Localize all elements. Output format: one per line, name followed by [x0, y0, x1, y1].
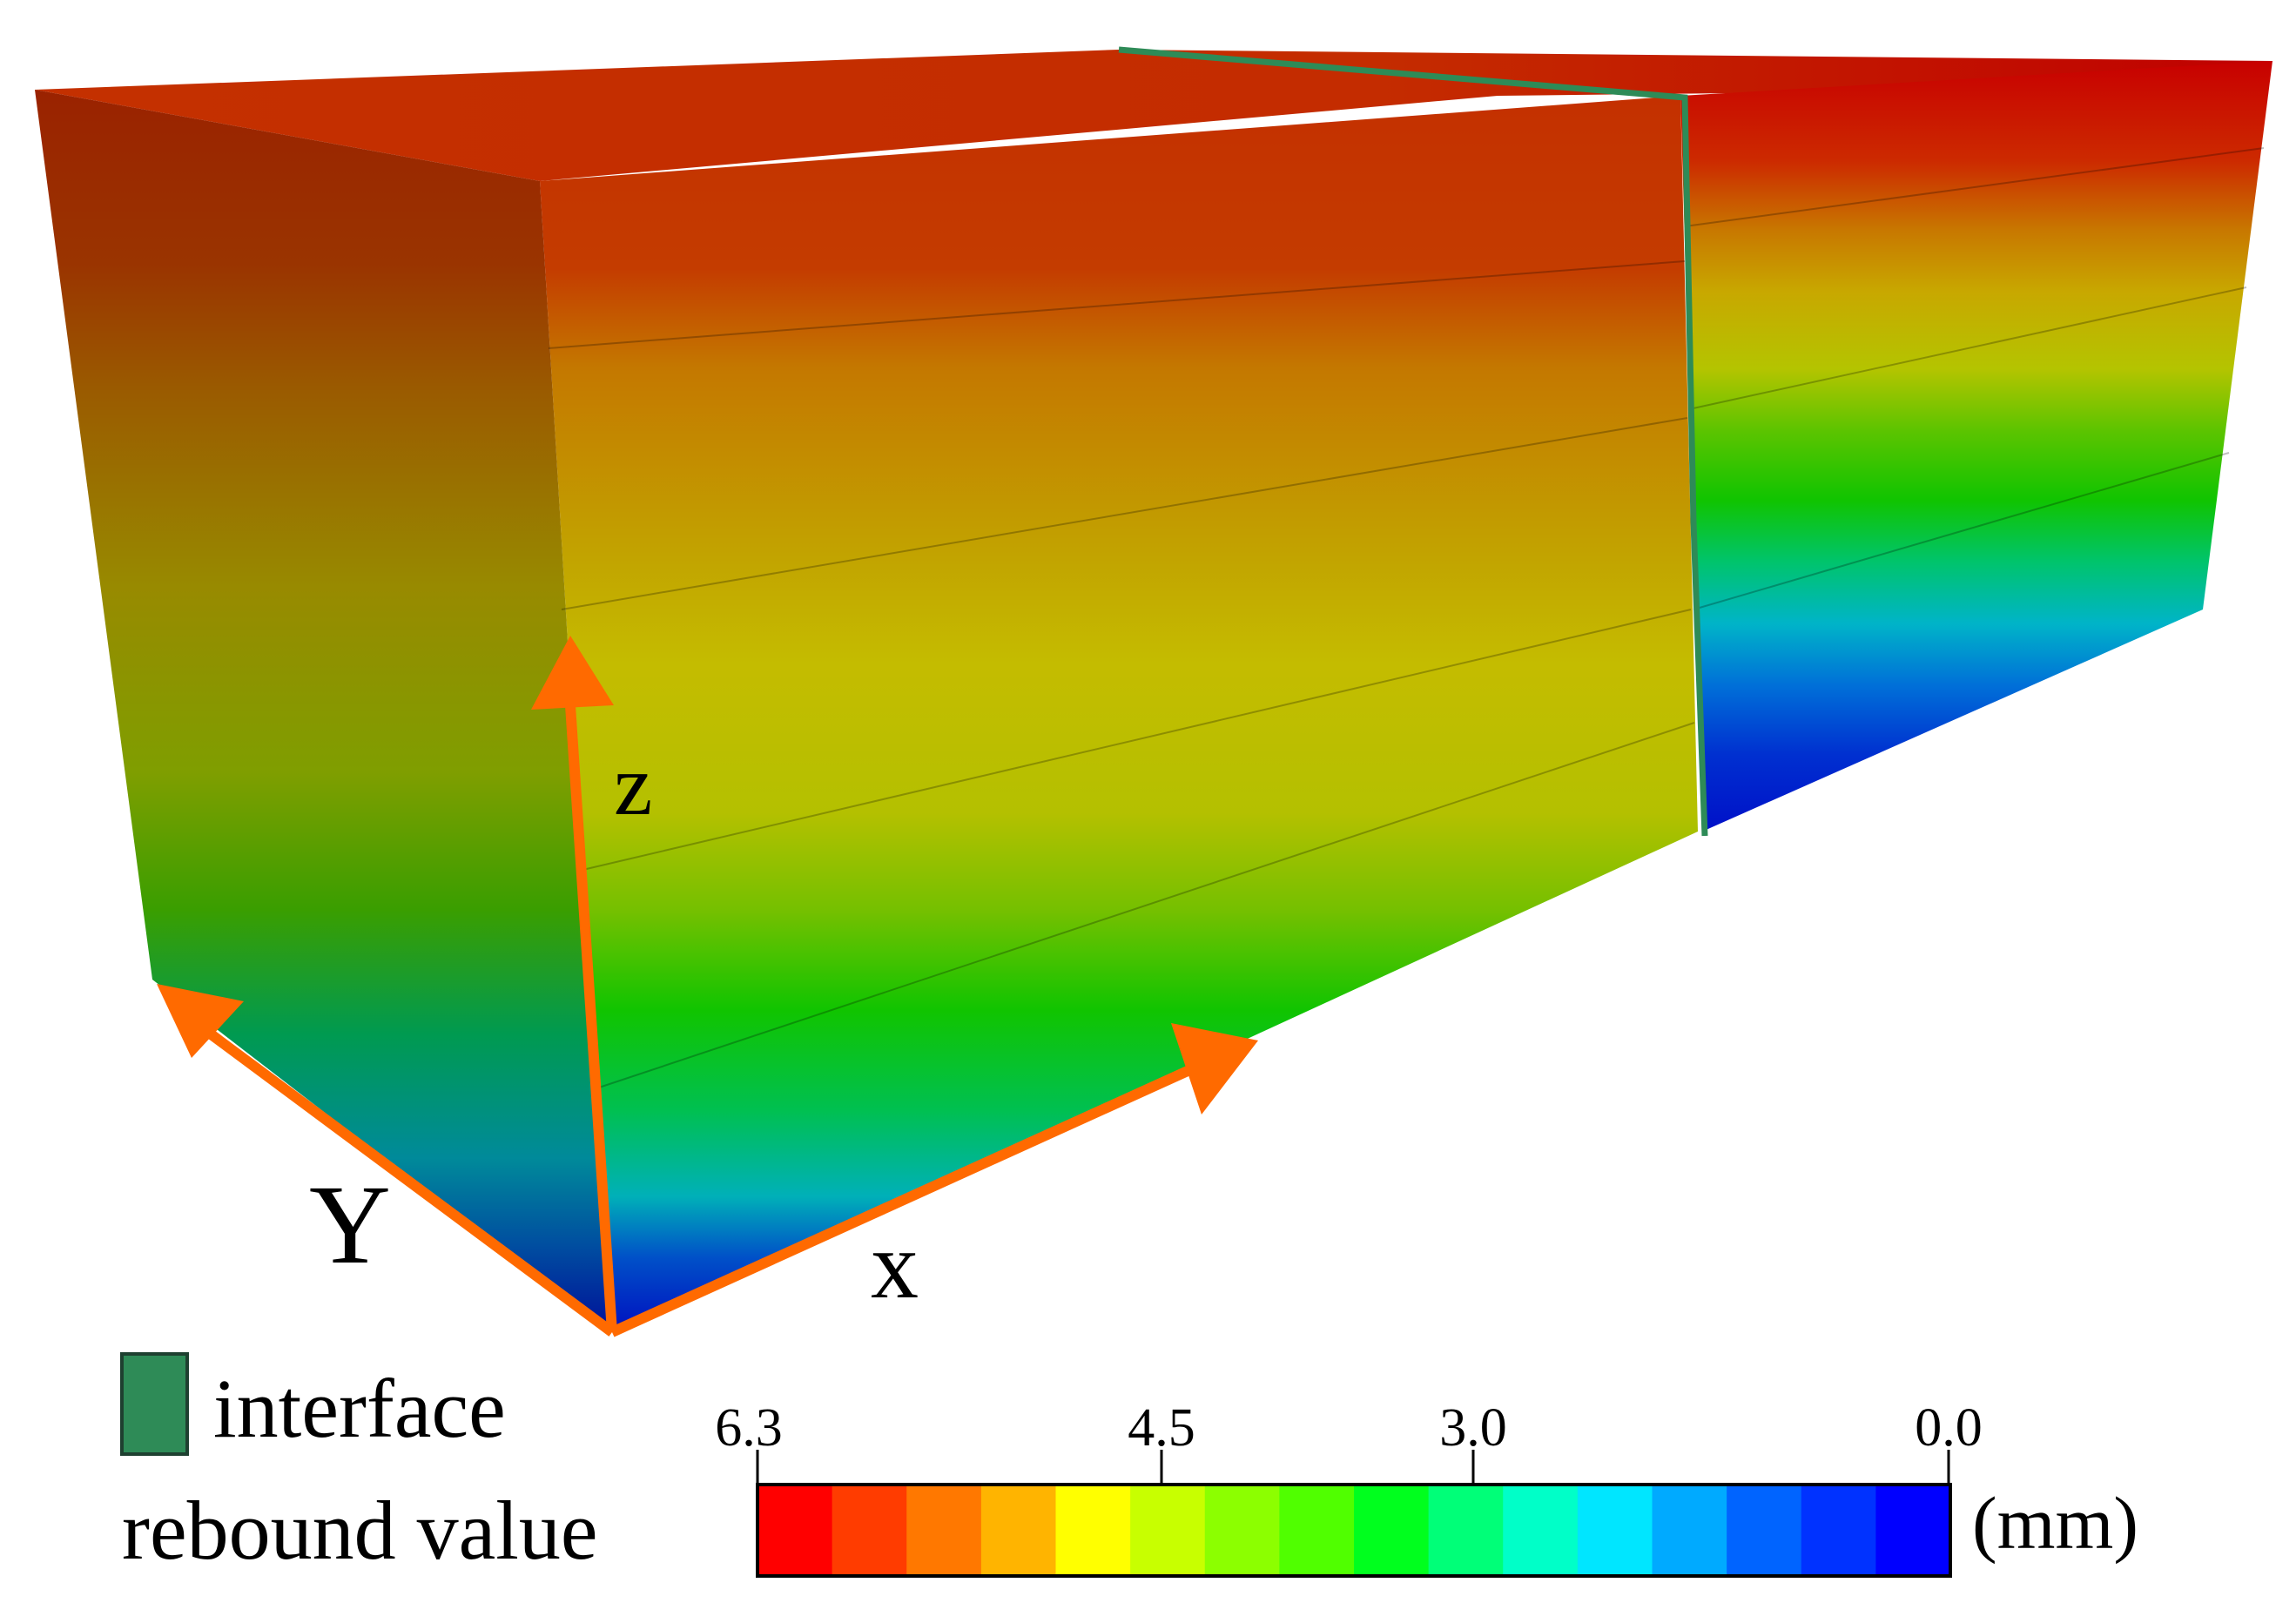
colorbar-segment	[1354, 1485, 1430, 1576]
y-axis-label: Y	[309, 1162, 391, 1288]
colorbar-segment	[906, 1485, 982, 1576]
interface-line	[1118, 46, 1708, 837]
block-top-face	[35, 50, 2272, 181]
tick-label: 4.5	[1128, 1398, 1195, 1458]
x-axis-arrowhead	[1171, 1023, 1258, 1115]
colorbar-segment	[1727, 1485, 1802, 1576]
colorbar-frame	[756, 1483, 1952, 1578]
colorbar-segment	[1577, 1485, 1653, 1576]
colorbar	[757, 1485, 1951, 1576]
tick-label: 0.0	[1915, 1398, 1983, 1458]
y-axis-arrowhead	[157, 984, 244, 1058]
unit-label: (mm)	[1972, 1481, 2138, 1565]
z-axis-line	[565, 704, 617, 1333]
interface-swatch	[120, 1352, 189, 1456]
x-axis-label: x	[871, 1212, 919, 1318]
x-axis-line	[609, 1061, 1200, 1337]
rebound-label: rebound value	[122, 1484, 597, 1577]
axis-arrows	[157, 636, 1258, 1337]
block-left-face	[35, 90, 609, 1332]
tick-label: 6.3	[715, 1398, 783, 1458]
colorbar-segment	[1801, 1485, 1876, 1576]
z-axis-label: z	[614, 737, 652, 833]
interface-label: interface	[213, 1362, 506, 1455]
colorbar-segment	[1055, 1485, 1131, 1576]
colorbar-ticks	[756, 1450, 1950, 1485]
block-front-face	[540, 96, 1698, 1332]
colorbar-segment	[1428, 1485, 1504, 1576]
colorbar-segment	[1652, 1485, 1727, 1576]
colorbar-segment	[757, 1485, 833, 1576]
colorbar-segment	[1204, 1485, 1280, 1576]
colorbar-segment	[1875, 1485, 1951, 1576]
z-axis-arrowhead	[531, 636, 614, 710]
contour-bands	[548, 147, 2265, 1089]
colorbar-segment	[980, 1485, 1057, 1576]
colorbar-segment	[832, 1485, 907, 1576]
y-axis-line	[192, 1019, 616, 1337]
tick-label: 3.0	[1439, 1398, 1507, 1458]
block-right-face	[1680, 61, 2272, 832]
colorbar-segment	[1279, 1485, 1355, 1576]
colorbar-segment	[1503, 1485, 1579, 1576]
colorbar-segment	[1130, 1485, 1206, 1576]
